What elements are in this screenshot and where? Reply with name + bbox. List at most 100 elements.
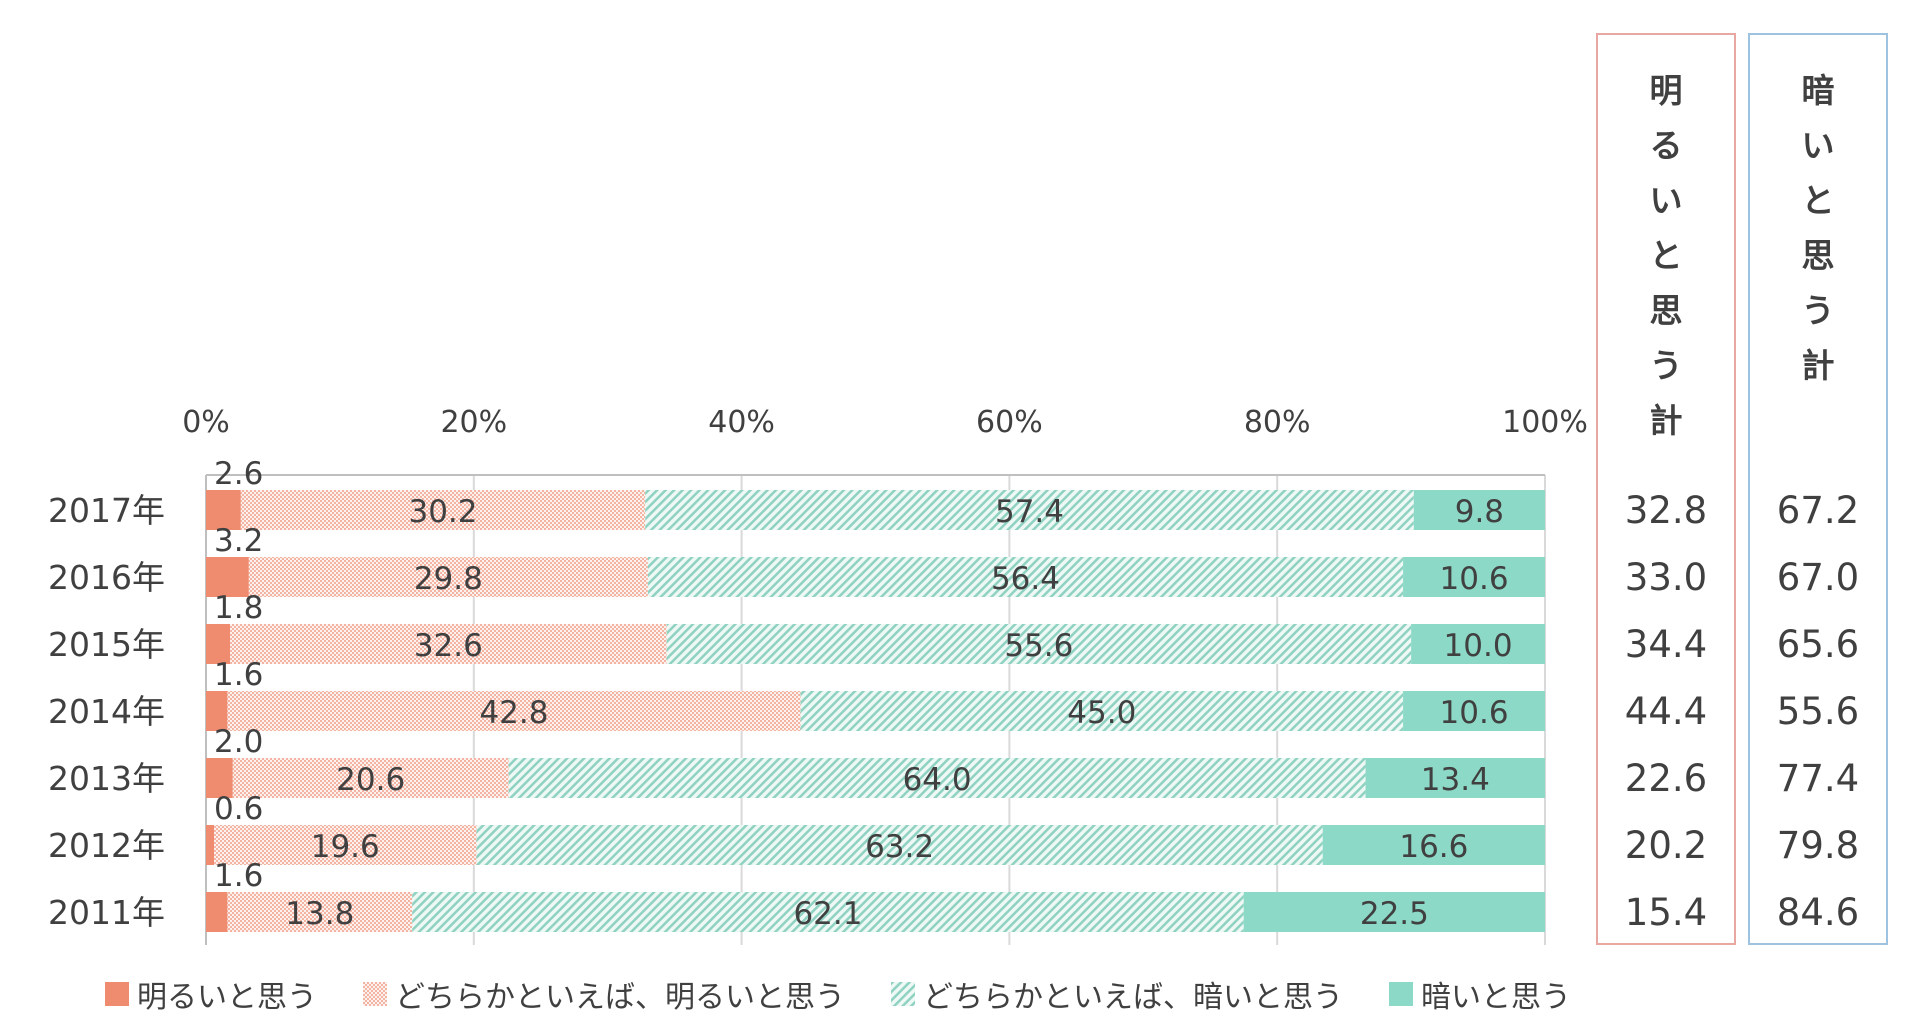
bright-total-value: 32.8 <box>1624 489 1708 532</box>
bar-segment <box>412 892 1244 932</box>
bar-segment <box>476 825 1323 865</box>
bar-segment <box>248 557 648 597</box>
bar-segment <box>647 557 1404 597</box>
bright-total-value: 15.4 <box>1624 891 1708 934</box>
bar-segment <box>214 825 477 865</box>
bright-total-value: 33.0 <box>1624 556 1708 599</box>
dark-total-column: 暗 い と 思 う 計 67.2 67.0 65.6 55.6 77.4 79.… <box>1748 33 1888 945</box>
data-label: 3.2 <box>214 523 263 559</box>
category-label: 2017年 <box>48 491 165 530</box>
axis-tick-label: 40% <box>708 405 775 440</box>
bright-total-value: 20.2 <box>1624 824 1708 867</box>
data-label: 1.6 <box>214 858 263 894</box>
dark-total-value: 67.0 <box>1776 556 1860 599</box>
data-label: 1.6 <box>214 657 263 693</box>
bright-total-header: 明 る い と 思 う 計 <box>1598 63 1734 448</box>
legend-label: 明るいと思う <box>137 980 317 1015</box>
axis-tick-label: 100% <box>1502 405 1588 440</box>
bar-segment <box>645 490 1414 530</box>
legend-item-somewhat-dark: どちらかといえば、暗いと思う <box>891 972 1343 1016</box>
data-labels: 2.6 30.2 57.4 9.8 3.2 29.8 56.4 10.6 1.8 32.6 55.6… <box>214 456 1513 932</box>
bar-segment <box>1322 825 1545 865</box>
category-label: 2016年 <box>48 558 165 597</box>
bar-segment <box>206 758 233 798</box>
data-label: 57.4 <box>995 494 1064 530</box>
bar-segment <box>1365 758 1545 798</box>
dark-total-header: 暗 い と 思 う 計 <box>1750 63 1886 393</box>
legend-item-bright: 明るいと思う <box>105 972 317 1016</box>
data-label: 32.6 <box>414 628 483 664</box>
data-label: 55.6 <box>1004 628 1073 664</box>
bar-segment <box>206 557 249 597</box>
bright-total-value: 22.6 <box>1624 757 1708 800</box>
data-label: 0.6 <box>214 791 263 827</box>
category-label: 2013年 <box>48 759 165 798</box>
legend-item-dark: 暗いと思う <box>1389 972 1571 1016</box>
legend-label: 暗いと思う <box>1421 980 1571 1015</box>
bright-header-char: 計 <box>1649 401 1683 440</box>
data-label: 1.8 <box>214 590 263 626</box>
bars <box>206 490 1545 932</box>
data-label: 10.6 <box>1440 695 1509 731</box>
dark-total-value: 67.2 <box>1776 489 1860 532</box>
dark-total-value: 79.8 <box>1776 824 1860 867</box>
legend-swatch-dark <box>1389 982 1413 1006</box>
bar-segment <box>227 691 801 731</box>
data-label: 19.6 <box>311 829 380 865</box>
dark-header-char: い <box>1801 126 1835 165</box>
legend-swatch-somewhat-bright <box>363 982 387 1006</box>
dark-total-value: 55.6 <box>1776 690 1860 733</box>
bar-segment <box>206 490 241 530</box>
axis-tick-label: 0% <box>182 405 230 440</box>
bar-segment <box>666 624 1412 664</box>
bar-segment <box>206 825 215 865</box>
data-label: 10.0 <box>1444 628 1513 664</box>
bar-segment <box>232 758 509 798</box>
legend-swatch-somewhat-dark <box>891 982 915 1006</box>
bar-segment <box>508 758 1366 798</box>
axis-tick-label: 60% <box>976 405 1043 440</box>
data-label: 30.2 <box>408 494 477 530</box>
bar-segment <box>1403 691 1545 731</box>
axis-ticks: 0% 20% 40% 60% 80% 100% <box>182 405 1588 440</box>
dark-header-char: 思 <box>1801 236 1835 275</box>
dark-total-value: 77.4 <box>1776 757 1860 800</box>
bar-segment <box>800 691 1404 731</box>
dark-header-char: と <box>1801 181 1835 220</box>
category-label: 2012年 <box>48 826 165 865</box>
dark-header-char: う <box>1801 291 1835 330</box>
legend-label: どちらかといえば、暗いと思う <box>923 980 1343 1015</box>
data-label: 22.5 <box>1360 896 1429 932</box>
bar-segment <box>1413 490 1545 530</box>
data-label: 45.0 <box>1067 695 1136 731</box>
axis-tick-label: 80% <box>1244 405 1311 440</box>
bright-header-char: い <box>1649 181 1683 220</box>
data-label: 2.6 <box>214 456 263 492</box>
bar-segment <box>240 490 646 530</box>
bar-segment <box>206 691 228 731</box>
bar-segment <box>206 624 231 664</box>
data-label: 56.4 <box>991 561 1060 597</box>
bright-header-char: る <box>1649 126 1683 165</box>
data-label: 13.8 <box>285 896 354 932</box>
bright-total-column: 明 る い と 思 う 計 32.8 33.0 34.4 44.4 22.6 2… <box>1596 33 1736 945</box>
legend-swatch-bright <box>105 982 129 1006</box>
dark-header-char: 計 <box>1801 346 1835 385</box>
bright-header-char: 明 <box>1649 71 1683 110</box>
data-label: 16.6 <box>1399 829 1468 865</box>
dark-total-value: 65.6 <box>1776 623 1860 666</box>
bar-segment <box>1243 892 1545 932</box>
bar-segment <box>1403 557 1545 597</box>
data-label: 29.8 <box>414 561 483 597</box>
dark-header-char: 暗 <box>1801 71 1835 110</box>
data-label: 42.8 <box>479 695 548 731</box>
data-label: 62.1 <box>793 896 862 932</box>
bright-header-char: う <box>1649 346 1683 385</box>
category-label: 2011年 <box>48 893 165 932</box>
dark-total-value: 84.6 <box>1776 891 1860 934</box>
chart-legend: 明るいと思う どちらかといえば、明るいと思う どちらかといえば、暗いと思う 暗い… <box>105 972 1617 1016</box>
bar-segment <box>1411 624 1545 664</box>
axis-tick-label: 20% <box>440 405 507 440</box>
